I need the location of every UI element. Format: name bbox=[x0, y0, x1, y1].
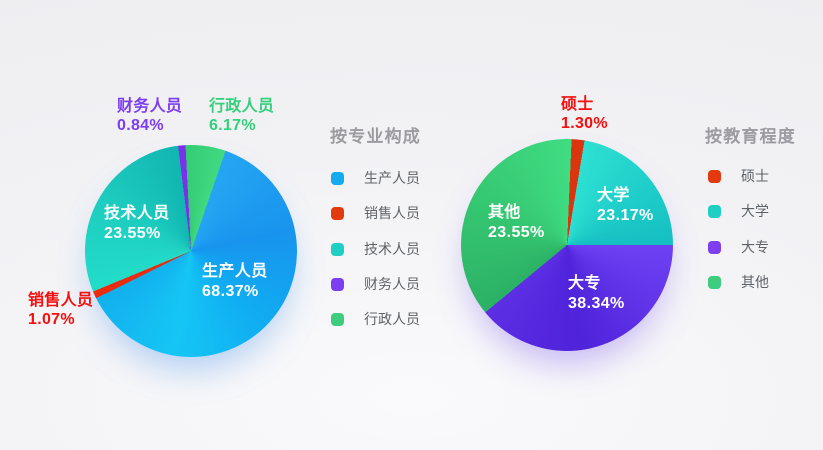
pie-label-finance-name: 财务人员 bbox=[117, 98, 183, 115]
legend-item-admin[interactable]: 行政人员 bbox=[331, 309, 420, 329]
pie-label-other-value: 23.55% bbox=[488, 224, 545, 241]
pie-label-other: 其他 23.55% bbox=[488, 203, 545, 243]
pie-label-university-value: 23.17% bbox=[597, 207, 654, 224]
legend-swatch-university bbox=[708, 204, 721, 218]
legend-label-technical: 技术人员 bbox=[364, 241, 420, 257]
pie-label-college-value: 38.34% bbox=[568, 295, 625, 312]
legend-swatch-sales bbox=[331, 206, 344, 220]
legend-title-specialty: 按专业构成 bbox=[330, 127, 421, 146]
pie-label-technical: 技术人员 23.55% bbox=[104, 204, 170, 244]
legend-swatch-other bbox=[708, 275, 721, 289]
pie-label-finance: 财务人员 0.84% bbox=[117, 97, 182, 135]
legend-label-admin: 行政人员 bbox=[364, 311, 420, 327]
legend-swatch-technical bbox=[331, 242, 344, 256]
legend-item-finance[interactable]: 财务人员 bbox=[331, 274, 420, 294]
legend-item-production[interactable]: 生产人员 bbox=[331, 168, 420, 188]
legend-swatch-finance bbox=[331, 277, 344, 291]
pie-label-finance-value: 0.84% bbox=[117, 117, 164, 134]
pie-label-college-name: 大专 bbox=[568, 275, 601, 292]
legend-item-sales[interactable]: 销售人员 bbox=[331, 203, 420, 223]
legend-swatch-production bbox=[331, 171, 344, 185]
legend-label-production: 生产人员 bbox=[364, 170, 420, 186]
legend-item-master[interactable]: 硕士 bbox=[708, 166, 769, 186]
pie-label-other-name: 其他 bbox=[488, 204, 521, 221]
legend-label-other: 其他 bbox=[741, 274, 769, 290]
pie-label-master: 硕士 1.30% bbox=[561, 95, 608, 133]
legend-item-university[interactable]: 大学 bbox=[708, 201, 769, 221]
pie-label-college: 大专 38.34% bbox=[568, 274, 625, 314]
legend-label-master: 硕士 bbox=[741, 168, 769, 184]
pie-label-sales-name: 销售人员 bbox=[28, 292, 94, 309]
legend-item-technical[interactable]: 技术人员 bbox=[331, 239, 420, 259]
pie-label-master-name: 硕士 bbox=[561, 96, 594, 113]
pie-label-production: 生产人员 68.37% bbox=[202, 262, 268, 302]
pie-label-technical-name: 技术人员 bbox=[104, 205, 170, 222]
pie-label-production-value: 68.37% bbox=[202, 283, 259, 300]
legend-label-sales: 销售人员 bbox=[364, 205, 420, 221]
pie-label-admin-value: 6.17% bbox=[209, 117, 256, 134]
pie-label-university-name: 大学 bbox=[597, 187, 630, 204]
legend-label-university: 大学 bbox=[741, 203, 769, 219]
legend-label-college: 大专 bbox=[741, 239, 769, 255]
legend-item-other[interactable]: 其他 bbox=[708, 272, 769, 292]
legend-swatch-admin bbox=[331, 312, 344, 326]
pie-label-master-value: 1.30% bbox=[561, 115, 608, 132]
pie-label-university: 大学 23.17% bbox=[597, 186, 654, 226]
pie-label-production-name: 生产人员 bbox=[202, 263, 268, 280]
pie-label-technical-value: 23.55% bbox=[104, 225, 161, 242]
legend-swatch-college bbox=[708, 240, 721, 254]
pie-chart-specialty[interactable] bbox=[85, 145, 297, 357]
pie-chart-education[interactable] bbox=[461, 139, 673, 351]
pie-label-admin: 行政人员 6.17% bbox=[209, 97, 274, 135]
pie-label-sales-value: 1.07% bbox=[28, 311, 75, 328]
legend-label-finance: 财务人员 bbox=[364, 276, 420, 292]
legend-item-college[interactable]: 大专 bbox=[708, 237, 769, 257]
legend-swatch-master bbox=[708, 169, 721, 183]
pie-label-sales: 销售人员 1.07% bbox=[28, 291, 93, 329]
pie-label-admin-name: 行政人员 bbox=[209, 98, 275, 115]
legend-title-education: 按教育程度 bbox=[705, 127, 796, 146]
